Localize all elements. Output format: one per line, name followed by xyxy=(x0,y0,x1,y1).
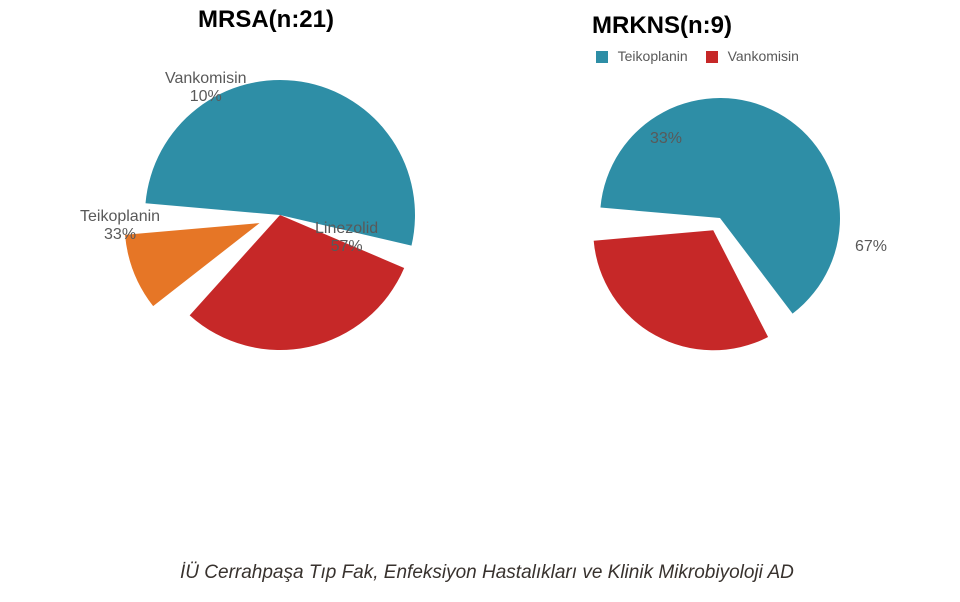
pie-slice-33 xyxy=(594,230,768,350)
pie-chart-right xyxy=(520,20,940,440)
slice-label: Linezolid57% xyxy=(315,220,378,257)
slice-label: 67% xyxy=(855,238,887,256)
slice-label: 33% xyxy=(650,130,682,148)
footer-text: İÜ Cerrahpaşa Tıp Fak, Enfeksiyon Hastal… xyxy=(180,562,794,584)
slice-label: Vankomisin10% xyxy=(165,70,247,107)
page: MRSA(n:21) MRKNS(n:9) Teikoplanin Vankom… xyxy=(0,0,960,602)
slice-label: Teikoplanin33% xyxy=(80,208,160,245)
